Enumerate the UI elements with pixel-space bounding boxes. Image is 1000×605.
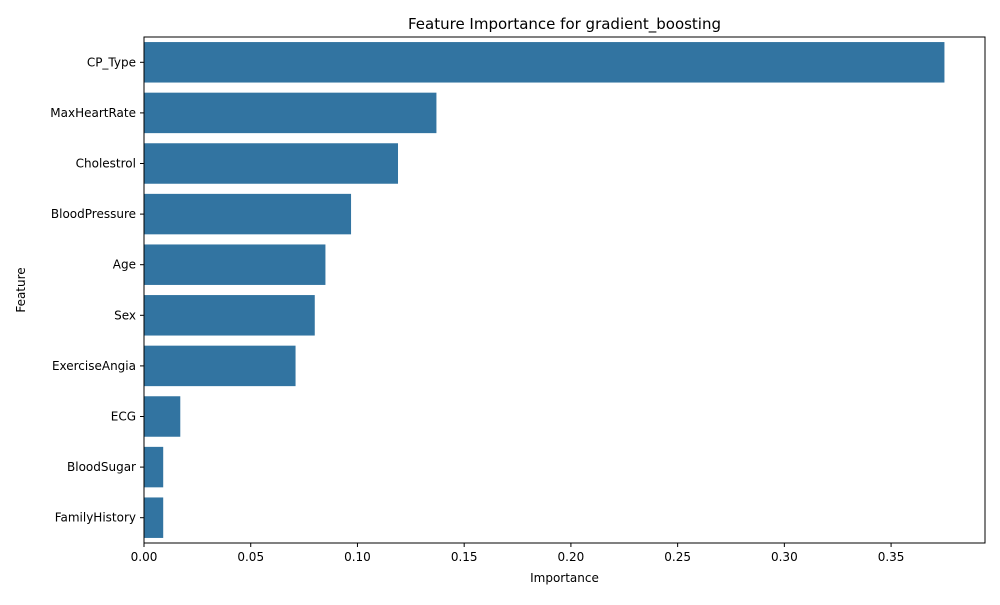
bar-FamilyHistory <box>144 497 164 538</box>
y-tick-label: Sex <box>114 308 136 322</box>
bar-BloodPressure <box>144 193 352 235</box>
x-tick-label: 0.00 <box>131 550 158 564</box>
y-tick-label: Age <box>113 258 136 272</box>
bar-BloodSugar <box>144 446 164 488</box>
bars-group <box>144 42 945 538</box>
x-tick-label: 0.25 <box>664 550 691 564</box>
bar-ExerciseAngia <box>144 345 296 387</box>
axes-frame <box>143 36 986 544</box>
y-axis-label: Feature <box>14 267 28 312</box>
y-tick-label: Cholestrol <box>76 157 136 171</box>
bar-Cholestrol <box>144 143 399 184</box>
x-tick-label: 0.15 <box>451 550 478 564</box>
y-tick-label: CP_Type <box>87 55 136 69</box>
bar-Age <box>144 244 326 285</box>
y-tick-label: FamilyHistory <box>55 511 136 525</box>
bar-ECG <box>144 396 181 437</box>
bar-Sex <box>144 295 315 336</box>
y-tick-label: BloodPressure <box>51 207 136 221</box>
x-tick-label: 0.20 <box>558 550 585 564</box>
x-tick-label: 0.10 <box>344 550 371 564</box>
y-tick-label: ECG <box>111 410 136 424</box>
y-axis-ticks: CP_Type MaxHeartRate Cholestrol BloodPressu… <box>50 55 144 525</box>
bar-MaxHeartRate <box>144 92 437 134</box>
x-tick-label: 0.05 <box>237 550 264 564</box>
x-tick-label: 0.30 <box>771 550 798 564</box>
y-tick-label: MaxHeartRate <box>50 106 136 120</box>
plot-frame <box>143 36 986 544</box>
x-axis-ticks: 0.00 0.05 0.10 0.15 0.20 0.25 0.30 0.35 <box>131 543 905 564</box>
bar-CP_Type <box>144 42 945 83</box>
y-tick-label: BloodSugar <box>67 460 136 474</box>
x-tick-label: 0.35 <box>878 550 905 564</box>
chart-title: Feature Importance for gradient_boosting <box>408 15 721 34</box>
y-tick-label: ExerciseAngia <box>52 359 136 373</box>
x-axis-label: Importance <box>530 571 599 585</box>
